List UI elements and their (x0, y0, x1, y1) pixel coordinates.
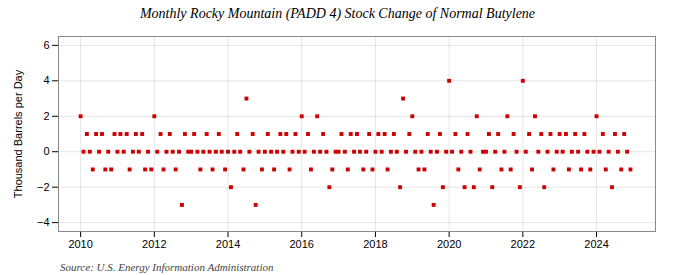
svg-text:2020: 2020 (437, 238, 461, 250)
svg-text:2012: 2012 (142, 238, 166, 250)
html-text:Monthly Rocky Mountain (PADD 4: Monthly Rocky Mountain (PADD 4) Stock Ch… (139, 6, 536, 21)
svg-text:2024: 2024 (584, 238, 608, 250)
svg-text:2018: 2018 (363, 238, 387, 250)
svg-text:6: 6 (43, 39, 49, 51)
svg-text:−4: −4 (37, 216, 50, 228)
svg-text:−2: −2 (37, 181, 50, 193)
svg-text:0: 0 (43, 145, 49, 157)
svg-text:4: 4 (43, 74, 49, 86)
svg-text:Thousand Barrels per Day: Thousand Barrels per Day (12, 69, 24, 198)
svg-text:2022: 2022 (511, 238, 535, 250)
html-text:Source: U.S. Energy Informatio: Source: U.S. Energy Information Administ… (60, 261, 274, 273)
svg-text:2: 2 (43, 110, 49, 122)
svg-text:2010: 2010 (68, 238, 92, 250)
svg-text:2016: 2016 (289, 238, 313, 250)
svg-text:2014: 2014 (216, 238, 240, 250)
